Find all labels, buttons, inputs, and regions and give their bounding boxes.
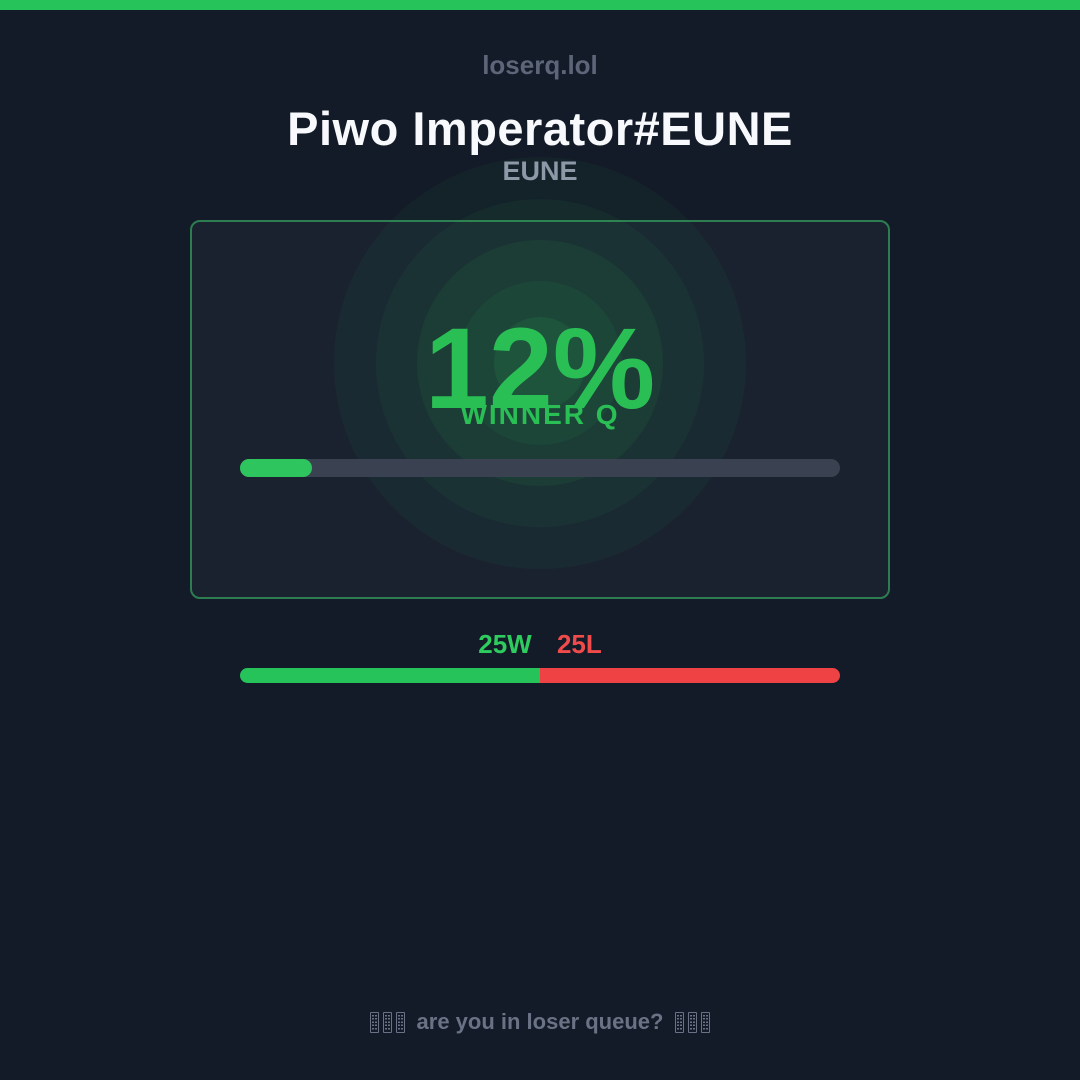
footer: are you in loser queue? <box>0 1009 1080 1035</box>
server-region-label: EUNE <box>502 156 578 186</box>
missing-glyph-icon <box>395 1011 405 1033</box>
winner-q-percentage: 12% <box>424 305 656 433</box>
winner-q-card <box>190 220 890 599</box>
footer-text: are you in loser queue? <box>416 1009 664 1034</box>
winner-q-label: WINNER Q <box>460 399 620 430</box>
win-loss-bar <box>240 668 840 683</box>
losses-label: 25L <box>556 629 602 659</box>
missing-glyph-group-left <box>369 1011 405 1033</box>
wl-bar-red <box>540 668 840 683</box>
missing-glyph-icon <box>369 1011 379 1033</box>
missing-glyph-icon <box>675 1011 685 1033</box>
winner-q-progress-track <box>240 459 840 477</box>
missing-glyph-icon <box>688 1011 698 1033</box>
winner-progress-fill <box>240 459 312 477</box>
top-accent-bar <box>0 0 1080 10</box>
site-name: loserq.lol <box>482 50 598 80</box>
missing-glyph-group-right <box>675 1011 711 1033</box>
missing-glyph-icon <box>382 1011 392 1033</box>
wl-bar-green <box>240 668 540 683</box>
wins-label: 25W <box>478 629 532 659</box>
page-title: Piwo Imperator#EUNE <box>287 102 793 155</box>
missing-glyph-icon <box>701 1011 711 1033</box>
record-labels: 25W 25L <box>0 629 1080 660</box>
